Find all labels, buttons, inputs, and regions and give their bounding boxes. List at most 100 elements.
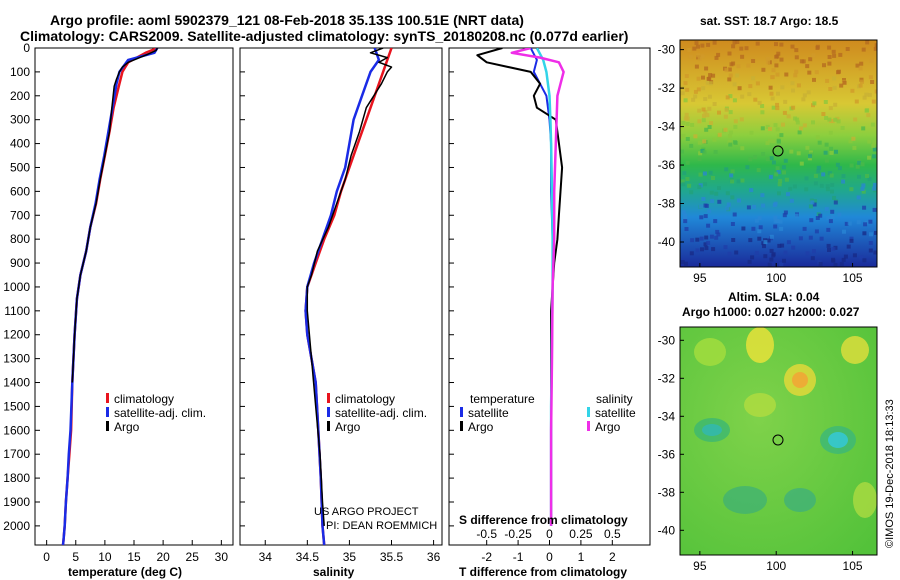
sst-pixel (829, 173, 834, 178)
map-lat-label: -36 (658, 447, 676, 461)
sst-pixel (805, 64, 810, 69)
legend-label-s-argo: Argo (595, 420, 621, 434)
sst-pixel (781, 122, 785, 127)
sst-pixel (696, 87, 701, 92)
sla-feature (784, 488, 816, 512)
sst-pixel (831, 49, 836, 54)
sst-pixel (870, 80, 875, 84)
sst-pixel (797, 130, 802, 135)
map-lat-label: -34 (658, 409, 676, 423)
sst-pixel (791, 245, 796, 250)
sst-pixel (786, 192, 790, 197)
sst-pixel (816, 169, 821, 174)
sst-pixel (830, 209, 835, 214)
sst-pixel (751, 59, 756, 63)
sst-pixel (756, 168, 761, 173)
sst-pixel (699, 204, 704, 209)
sst-pixel (724, 107, 729, 112)
sst-pixel (739, 46, 744, 51)
legend-swatch-climatology (327, 393, 330, 403)
sst-pixel (868, 75, 873, 80)
sst-pixel (767, 138, 772, 143)
sst-pixel (695, 248, 700, 253)
sst-pixel (684, 227, 689, 231)
legend-swatch-argo (327, 421, 330, 431)
x-tick-label: 20 (156, 550, 170, 564)
sst-pixel (748, 84, 753, 89)
sst-pixel (683, 98, 688, 103)
sst-pixel (773, 123, 778, 128)
sst-pixel (859, 255, 864, 260)
sst-pixel (828, 219, 833, 224)
temperature-panel-frame (34, 47, 234, 546)
sst-pixel (828, 130, 833, 135)
sst-pixel (760, 126, 765, 131)
sst-pixel (789, 149, 794, 154)
sst-pixel (751, 226, 756, 231)
sst-pixel (691, 97, 696, 102)
sst-pixel (835, 162, 840, 167)
sst-pixel (760, 104, 765, 108)
sst-pixel (783, 250, 788, 255)
sst-pixel (841, 179, 846, 184)
map-lon-label: 105 (843, 271, 863, 285)
x-tick-label: 1 (578, 550, 585, 564)
sst-pixel (758, 225, 763, 230)
sst-pixel (848, 139, 853, 144)
sla-argo-location-marker (772, 434, 784, 446)
x-tick-label: 30 (215, 550, 229, 564)
sst-pixel (755, 41, 760, 46)
sst-pixel (708, 73, 713, 78)
map-lat-label: -38 (658, 485, 676, 499)
depth-tick-label: 1100 (4, 304, 30, 318)
sst-pixel (817, 140, 822, 145)
sst-pixel (755, 81, 760, 86)
sst-pixel (685, 116, 690, 121)
sst-pixel (825, 78, 830, 83)
sst-pixel (697, 140, 702, 145)
depth-tick-label: 1700 (3, 447, 30, 461)
sst-pixel (707, 94, 712, 99)
sst-pixel (805, 145, 810, 150)
map-lat-label: -30 (658, 43, 676, 57)
sst-pixel (768, 127, 772, 131)
x-tick-label: 34 (259, 550, 273, 564)
sst-pixel (798, 236, 803, 241)
sst-pixel (775, 127, 780, 132)
map-lat-label: -32 (658, 371, 676, 385)
sst-pixel (717, 132, 722, 137)
sst-pixel (701, 197, 706, 201)
sst-pixel (833, 245, 838, 250)
sst-pixel (702, 150, 707, 155)
sst-pixel (700, 149, 705, 153)
temperature-legend: climatology satellite-adj. clim. Argo (106, 392, 206, 434)
sst-pixel (786, 114, 791, 119)
sst-pixel (775, 106, 780, 111)
sst-pixel (681, 210, 686, 215)
sst-pixel (712, 137, 717, 142)
sst-pixel (815, 216, 820, 220)
salinity-axis-label: salinity (313, 565, 355, 579)
sst-pixel (696, 76, 701, 81)
sst-pixel (836, 119, 841, 124)
sst-pixel (830, 214, 835, 219)
sst-pixel (683, 213, 688, 218)
sst-pixel (716, 232, 721, 237)
sst-pixel (740, 178, 745, 183)
sst-pixel (841, 257, 846, 262)
sst-pixel (874, 89, 877, 94)
x-tick-label: 0 (43, 550, 50, 564)
sst-pixel (839, 262, 844, 267)
sst-pixel (757, 229, 762, 234)
sst-pixel (771, 253, 776, 258)
sst-pixel (769, 257, 774, 262)
sst-pixel (814, 229, 819, 234)
depth-tick-label: 900 (10, 256, 30, 270)
sst-pixel (700, 54, 705, 59)
sst-pixel (703, 182, 708, 187)
sst-pixel (860, 187, 865, 191)
sst-pixel (706, 42, 711, 47)
sst-pixel (740, 54, 745, 59)
